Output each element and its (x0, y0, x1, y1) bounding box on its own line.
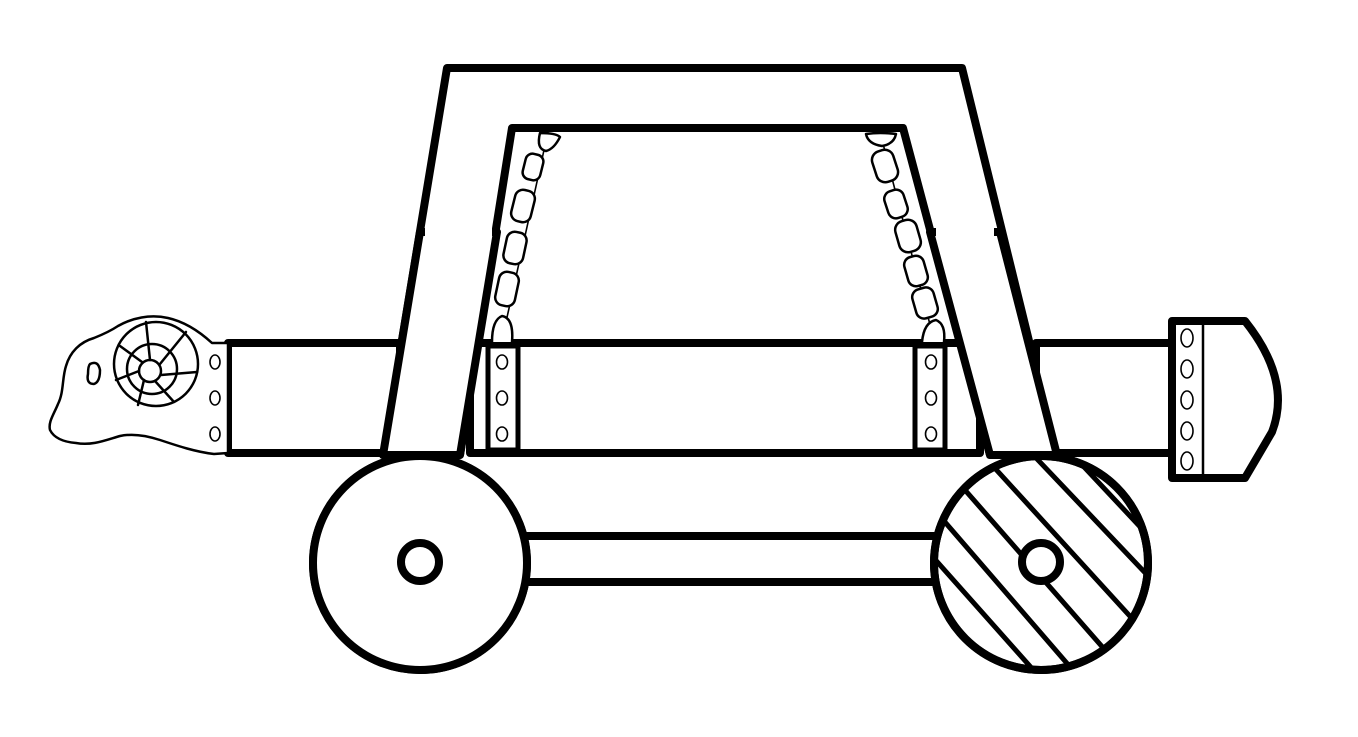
ram-head-icon (48, 315, 230, 456)
strap-right (912, 343, 948, 453)
ram-eye (86, 361, 102, 386)
axle (516, 532, 954, 586)
ram-horn (112, 320, 200, 408)
end-cap-rivets (1180, 328, 1194, 471)
beam-end-cap (1168, 317, 1282, 482)
wheel-right-hub (1018, 539, 1064, 585)
chain-right (864, 131, 946, 344)
chain-left (490, 131, 562, 344)
strap-left (485, 343, 521, 453)
ram-beam (224, 227, 1180, 459)
beam-right-segment (1032, 339, 1180, 457)
wheel-right (930, 452, 1152, 674)
wheel-left-hub (397, 539, 443, 585)
beam-left-segment (224, 339, 404, 457)
ram-head-rivets (209, 354, 221, 442)
wheel-left (309, 452, 531, 674)
beam-middle-segment (466, 339, 984, 457)
beam-straps (485, 343, 948, 453)
